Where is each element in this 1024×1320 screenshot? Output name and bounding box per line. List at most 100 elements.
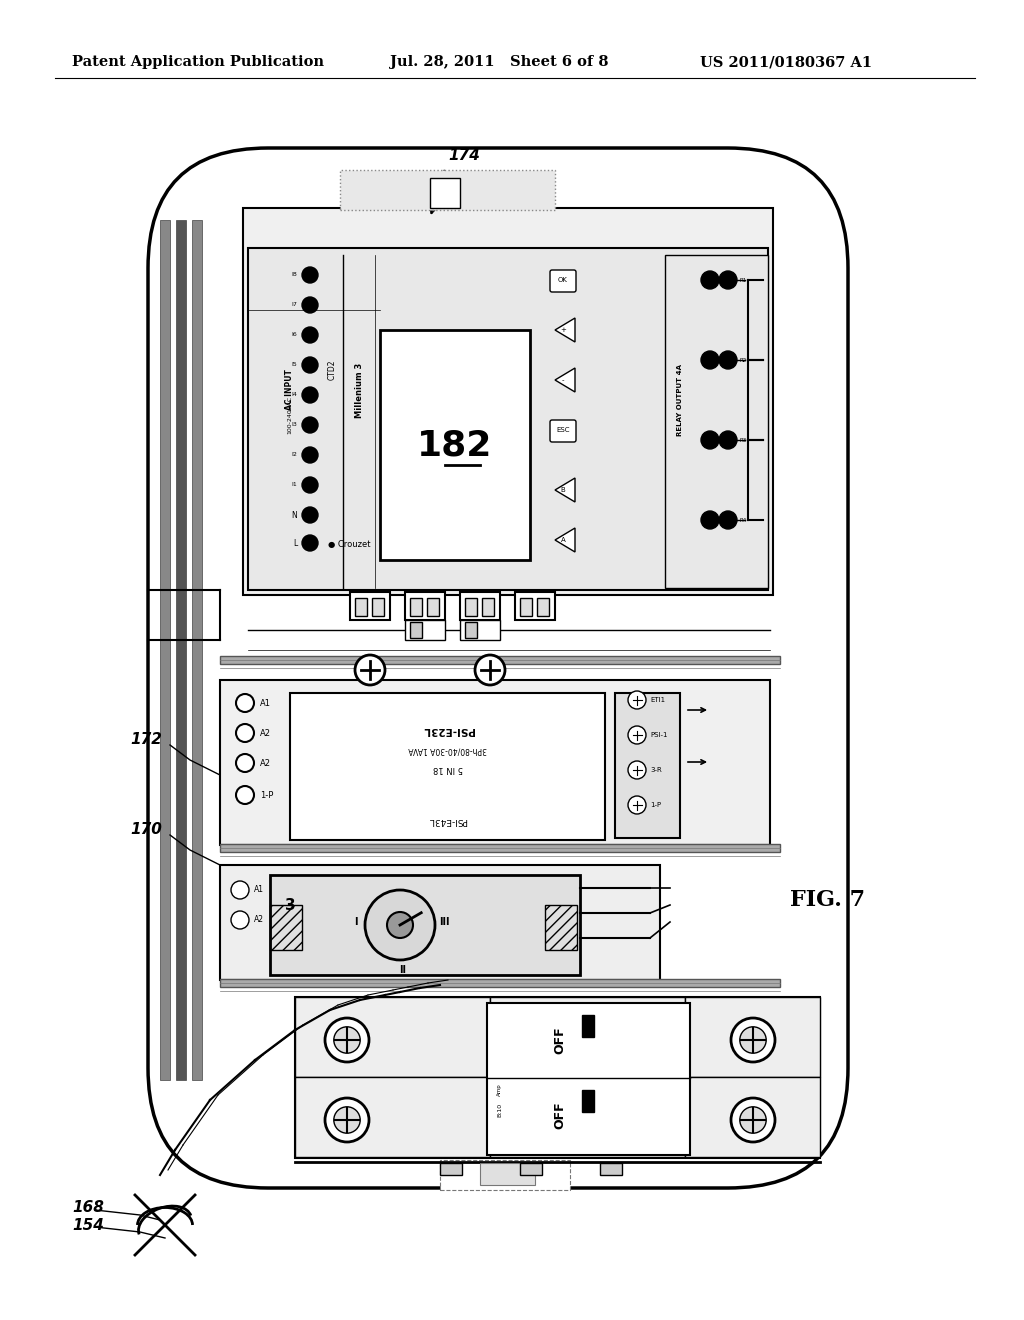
Circle shape bbox=[628, 762, 646, 779]
Bar bbox=[270, 875, 580, 975]
Text: ETI1: ETI1 bbox=[650, 697, 666, 704]
Text: Amp: Amp bbox=[497, 1084, 502, 1097]
Circle shape bbox=[719, 511, 737, 529]
Text: 170: 170 bbox=[130, 822, 162, 837]
Text: A1: A1 bbox=[254, 886, 264, 895]
Text: Millenium 3: Millenium 3 bbox=[355, 363, 365, 417]
Text: III: III bbox=[438, 917, 450, 927]
Bar bbox=[220, 680, 770, 845]
Circle shape bbox=[701, 511, 719, 529]
Bar bbox=[490, 997, 685, 1077]
Text: R3: R3 bbox=[740, 437, 748, 442]
Polygon shape bbox=[555, 318, 575, 342]
Circle shape bbox=[739, 1027, 766, 1053]
Text: B:10: B:10 bbox=[497, 1104, 502, 1117]
Circle shape bbox=[236, 723, 254, 742]
Bar bbox=[582, 1015, 594, 1038]
Text: A: A bbox=[560, 537, 565, 543]
Circle shape bbox=[739, 1106, 766, 1133]
Circle shape bbox=[302, 387, 318, 403]
Text: I7: I7 bbox=[291, 302, 297, 308]
Bar bbox=[193, 220, 202, 1080]
Circle shape bbox=[302, 535, 318, 550]
Text: PSI-E23L: PSI-E23L bbox=[422, 725, 474, 735]
Bar bbox=[465, 598, 477, 616]
Circle shape bbox=[365, 890, 435, 960]
Bar bbox=[600, 1163, 622, 1175]
Text: 3: 3 bbox=[285, 898, 295, 912]
Text: 1-P: 1-P bbox=[650, 803, 662, 808]
Bar bbox=[440, 1160, 570, 1191]
Circle shape bbox=[231, 911, 249, 929]
Bar bbox=[465, 622, 477, 638]
Circle shape bbox=[701, 351, 719, 370]
Text: I5: I5 bbox=[291, 363, 297, 367]
Bar bbox=[295, 1077, 490, 1158]
Circle shape bbox=[236, 754, 254, 772]
Bar bbox=[248, 248, 768, 590]
Bar bbox=[582, 1090, 594, 1111]
Bar bbox=[220, 865, 660, 979]
Bar bbox=[220, 656, 780, 664]
Bar bbox=[490, 1077, 685, 1158]
Bar bbox=[340, 170, 555, 210]
Bar bbox=[460, 591, 500, 620]
Text: PSI-1: PSI-1 bbox=[650, 733, 668, 738]
FancyBboxPatch shape bbox=[148, 148, 848, 1188]
Circle shape bbox=[628, 796, 646, 814]
Circle shape bbox=[302, 356, 318, 374]
Polygon shape bbox=[555, 478, 575, 502]
Text: 1-P: 1-P bbox=[260, 791, 273, 800]
Text: 5 IN 18: 5 IN 18 bbox=[433, 763, 463, 772]
Circle shape bbox=[302, 477, 318, 492]
Circle shape bbox=[302, 417, 318, 433]
Text: I4: I4 bbox=[291, 392, 297, 397]
Bar bbox=[290, 693, 605, 840]
Circle shape bbox=[719, 271, 737, 289]
Text: 182: 182 bbox=[418, 428, 493, 462]
Circle shape bbox=[334, 1106, 360, 1133]
Bar bbox=[410, 622, 422, 638]
Text: I6: I6 bbox=[291, 333, 297, 338]
Bar bbox=[685, 997, 820, 1077]
Bar bbox=[270, 906, 302, 950]
Bar bbox=[406, 620, 445, 640]
Circle shape bbox=[387, 912, 413, 939]
Circle shape bbox=[302, 447, 318, 463]
Circle shape bbox=[236, 785, 254, 804]
Bar bbox=[406, 591, 445, 620]
Text: 172: 172 bbox=[130, 733, 162, 747]
Circle shape bbox=[355, 655, 385, 685]
Circle shape bbox=[325, 1098, 369, 1142]
Bar bbox=[440, 1163, 462, 1175]
Bar bbox=[355, 598, 367, 616]
Bar bbox=[537, 598, 549, 616]
Text: Jul. 28, 2011   Sheet 6 of 8: Jul. 28, 2011 Sheet 6 of 8 bbox=[390, 55, 608, 69]
Text: I2: I2 bbox=[291, 453, 297, 458]
Bar bbox=[380, 330, 530, 560]
Text: A2: A2 bbox=[260, 729, 271, 738]
Circle shape bbox=[731, 1098, 775, 1142]
Circle shape bbox=[719, 432, 737, 449]
Text: 174: 174 bbox=[449, 148, 480, 162]
Text: I3: I3 bbox=[291, 422, 297, 428]
Text: CTD2: CTD2 bbox=[328, 360, 337, 380]
Text: 168: 168 bbox=[72, 1200, 103, 1216]
FancyBboxPatch shape bbox=[550, 420, 575, 442]
Bar bbox=[515, 591, 555, 620]
Polygon shape bbox=[555, 368, 575, 392]
Text: II: II bbox=[399, 965, 407, 975]
Circle shape bbox=[325, 1018, 369, 1063]
Text: +: + bbox=[560, 327, 566, 333]
Text: OFF: OFF bbox=[554, 1101, 566, 1129]
Text: R1: R1 bbox=[740, 277, 748, 282]
Polygon shape bbox=[555, 528, 575, 552]
Circle shape bbox=[236, 694, 254, 711]
Bar bbox=[685, 1077, 820, 1158]
Text: A2: A2 bbox=[260, 759, 271, 767]
Bar bbox=[410, 598, 422, 616]
Circle shape bbox=[701, 271, 719, 289]
Text: -: - bbox=[562, 378, 564, 383]
Text: US 2011/0180367 A1: US 2011/0180367 A1 bbox=[700, 55, 872, 69]
Text: Patent Application Publication: Patent Application Publication bbox=[72, 55, 324, 69]
